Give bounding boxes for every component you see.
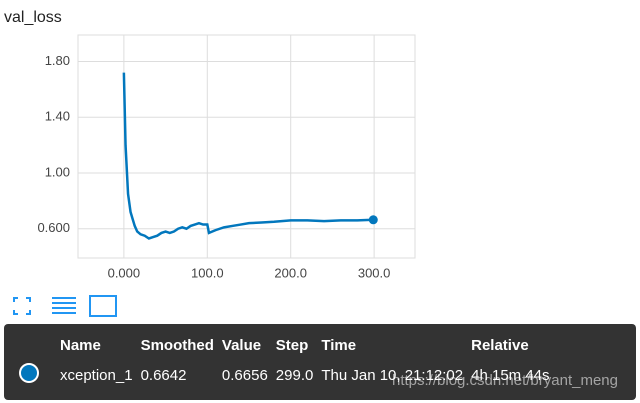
watermark: https://blog.csdn.net/bryant_meng bbox=[392, 372, 618, 389]
x-tick-label: 300.0 bbox=[358, 265, 391, 280]
header-cell: Smoothed bbox=[140, 336, 214, 354]
list-icon[interactable] bbox=[52, 297, 76, 314]
tooltip-cell: 0.6642 bbox=[140, 366, 187, 384]
tooltip-cell: 0.6656 bbox=[221, 366, 268, 384]
swatch-cell bbox=[18, 362, 60, 388]
x-tick-label: 100.0 bbox=[191, 265, 224, 280]
x-tick-label: 200.0 bbox=[274, 265, 307, 280]
header-cell: Time bbox=[321, 336, 357, 354]
header-cell: Step bbox=[275, 336, 309, 354]
y-tick-label: 1.80 bbox=[45, 53, 70, 68]
tooltip-table: Name Smoothed Value Step Time Relative xceptio… bbox=[18, 336, 558, 388]
tooltip-cell: Thu Jan 10, 21:12:02 bbox=[321, 366, 464, 384]
header-cell bbox=[18, 336, 60, 362]
toolbar bbox=[13, 295, 117, 317]
header-cell: Relative bbox=[471, 336, 529, 354]
tooltip-cell: xception_1 bbox=[60, 366, 133, 384]
chart-title: val_loss bbox=[4, 9, 62, 26]
y-tick-label: 1.00 bbox=[45, 164, 70, 179]
x-tick-label: 0.000 bbox=[108, 265, 141, 280]
header-cell: Value bbox=[221, 336, 262, 354]
plot-frame bbox=[77, 34, 416, 259]
fullscreen-icon[interactable] bbox=[13, 297, 31, 315]
header-cell: Name bbox=[60, 336, 101, 354]
end-point bbox=[368, 215, 378, 225]
fit-icon[interactable] bbox=[89, 295, 117, 317]
y-tick-label: 0.600 bbox=[37, 220, 70, 235]
chart: val_loss 0.600 1.00 1.40 1.80 0.000 100.0 200.… bbox=[4, 9, 416, 317]
tooltip-cell: 299.0 bbox=[275, 366, 314, 384]
tooltip-row: xception_1 0.6642 0.6656 299.0 Thu Jan 10, 2… bbox=[18, 362, 558, 388]
y-tick-label: 1.40 bbox=[45, 109, 70, 124]
series-swatch bbox=[19, 363, 39, 383]
tooltip: Name Smoothed Value Step Time Relative xceptio… bbox=[4, 324, 636, 400]
tooltip-cell: 4h 15m 44s bbox=[471, 366, 550, 384]
series-line bbox=[122, 72, 374, 240]
